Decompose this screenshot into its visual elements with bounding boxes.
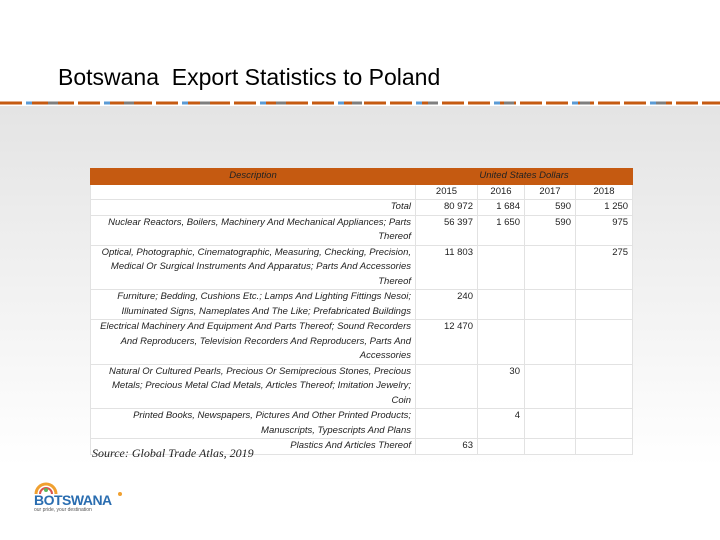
currency-header: United States Dollars <box>414 168 634 185</box>
logo-name: BOTSWANA <box>34 492 112 508</box>
dashed-divider <box>0 101 720 105</box>
row-description: Electrical Machinery And Equipment And P… <box>90 319 416 365</box>
value-cell: 975 <box>574 214 634 246</box>
value-cell <box>524 363 576 409</box>
export-table: Description United States Dollars 2015 2016… <box>90 168 634 455</box>
row-description: Furniture; Bedding, Cushions Etc.; Lamps… <box>90 289 416 320</box>
value-cell <box>477 244 525 290</box>
value-cell <box>415 363 478 409</box>
value-cell: 1 684 <box>477 199 525 216</box>
value-cell: 590 <box>524 199 576 216</box>
empty-cell <box>90 183 416 200</box>
value-cell <box>524 438 576 455</box>
value-cell: 12 470 <box>415 319 478 365</box>
row-description: Nuclear Reactors, Boilers, Machinery And… <box>90 214 416 246</box>
description-header: Description <box>90 168 416 185</box>
year-row: 2015 2016 2017 2018 <box>90 183 634 200</box>
value-cell: 63 <box>415 438 478 455</box>
year-header: 2016 <box>477 183 525 200</box>
logo-icon <box>34 482 122 496</box>
value-cell <box>574 319 634 365</box>
value-cell <box>524 319 576 365</box>
data-row: Electrical Machinery And Equipment And P… <box>90 319 634 365</box>
header-row: Description United States Dollars <box>90 168 634 185</box>
row-description: Natural Or Cultured Pearls, Precious Or … <box>90 363 416 409</box>
row-description: Total <box>90 199 416 216</box>
value-cell <box>477 319 525 365</box>
value-cell <box>415 408 478 439</box>
data-row: Optical, Photographic, Cinematographic, … <box>90 244 634 290</box>
value-cell <box>574 289 634 320</box>
data-row: Printed Books, Newspapers, Pictures And … <box>90 408 634 439</box>
year-header: 2018 <box>574 183 634 200</box>
value-cell <box>477 438 525 455</box>
value-cell: 11 803 <box>415 244 478 290</box>
row-description: Printed Books, Newspapers, Pictures And … <box>90 408 416 439</box>
value-cell: 240 <box>415 289 478 320</box>
value-cell: 1 650 <box>477 214 525 246</box>
slide-title: Botswana Export Statistics to Poland <box>58 64 441 90</box>
value-cell <box>574 408 634 439</box>
value-cell: 80 972 <box>415 199 478 216</box>
data-row: Furniture; Bedding, Cushions Etc.; Lamps… <box>90 289 634 320</box>
value-cell: 590 <box>524 214 576 246</box>
row-description: Plastics And Articles Thereof <box>90 438 416 455</box>
data-row: Natural Or Cultured Pearls, Precious Or … <box>90 363 634 409</box>
value-cell: 275 <box>574 244 634 290</box>
row-description: Optical, Photographic, Cinematographic, … <box>90 244 416 290</box>
year-header: 2015 <box>415 183 478 200</box>
logo-tagline: our pride, your destination <box>34 507 92 513</box>
value-cell: 1 250 <box>574 199 634 216</box>
value-cell: 4 <box>477 408 525 439</box>
data-row: Plastics And Articles Thereof 63 <box>90 438 634 455</box>
value-cell: 56 397 <box>415 214 478 246</box>
source-note: Source: Global Trade Atlas, 2019 <box>92 446 254 460</box>
value-cell <box>524 289 576 320</box>
data-row: Nuclear Reactors, Boilers, Machinery And… <box>90 214 634 246</box>
value-cell <box>524 408 576 439</box>
year-header: 2017 <box>524 183 576 200</box>
value-cell <box>477 289 525 320</box>
value-cell: 30 <box>477 363 525 409</box>
value-cell <box>574 363 634 409</box>
value-cell <box>524 244 576 290</box>
data-row: Total 80 972 1 684 590 1 250 <box>90 199 634 216</box>
value-cell <box>574 438 634 455</box>
